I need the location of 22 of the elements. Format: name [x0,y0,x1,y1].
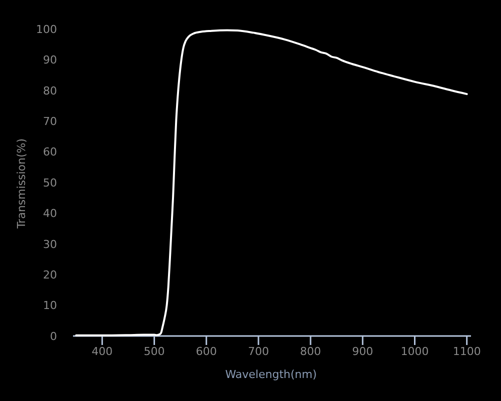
x-tick-label: 1000 [400,345,429,358]
y-tick-label: 90 [43,54,57,67]
x-tick-label: 900 [352,345,374,358]
x-tick-label: 600 [196,345,217,358]
x-axis-title: Wavelength(nm) [225,368,317,381]
y-tick-label: 70 [43,114,57,128]
y-tick-label: 80 [43,84,57,98]
y-tick-label: 40 [43,207,57,220]
y-tick-label: 20 [43,268,57,282]
y-tick-label: 100 [36,22,57,36]
line-series [75,29,468,336]
x-tick-label: 1100 [452,345,481,358]
x-tick-label: 700 [248,345,269,358]
x-tick-label: 500 [144,345,165,358]
y-tick-label: 0 [50,330,57,343]
y-axis-title: Transmission(%) [15,138,28,230]
x-tick-label: 400 [92,345,113,358]
y-tick-label: 60 [43,146,57,159]
x-tick-label: 800 [300,345,322,358]
y-tick-label: 30 [43,238,57,251]
y-tick-label: 50 [43,176,57,190]
y-tick-label: 10 [43,299,57,312]
